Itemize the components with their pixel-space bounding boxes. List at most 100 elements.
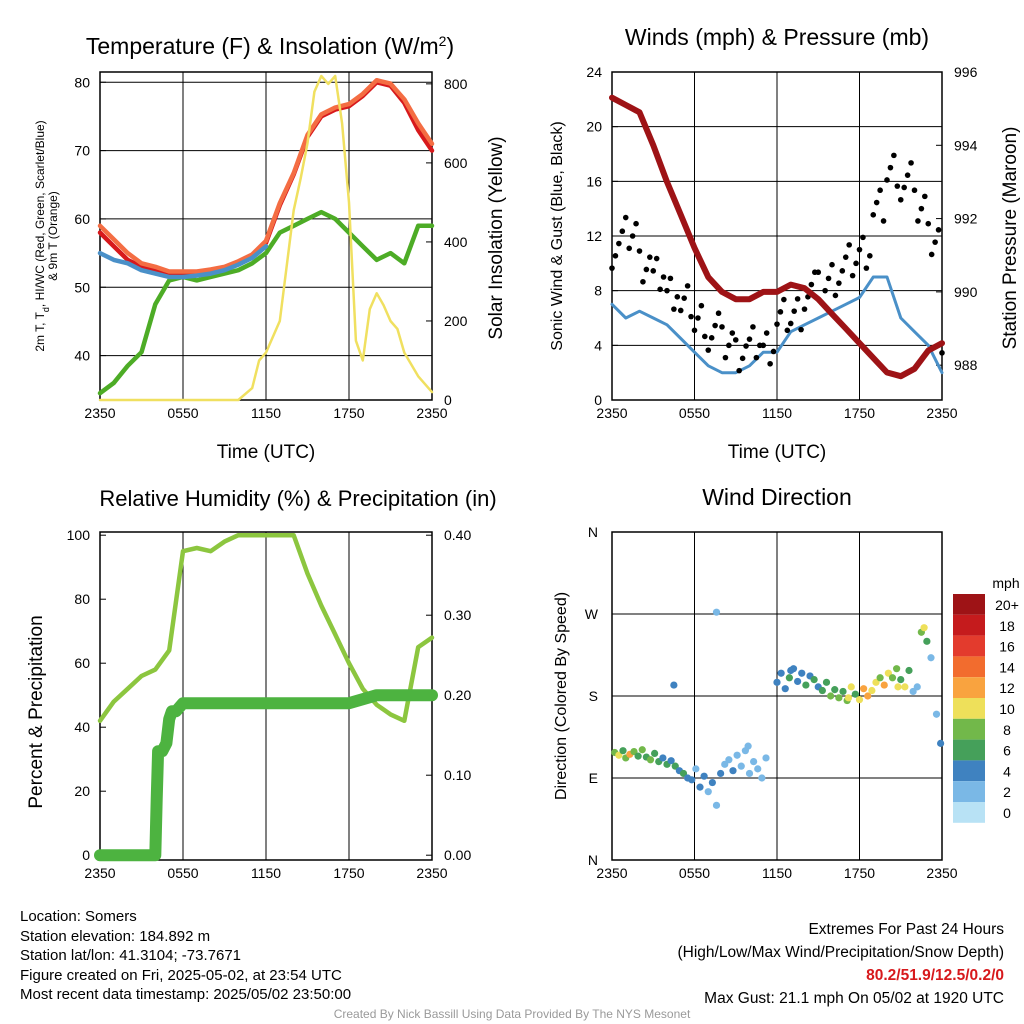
gust-point — [839, 268, 846, 274]
y2-tick-label: 0.00 — [444, 847, 471, 863]
colorbar-swatch — [953, 718, 985, 740]
station-info: Location: Somers Station elevation: 184.… — [20, 907, 351, 1005]
gust-point — [918, 205, 925, 212]
y-tick-label: 0 — [594, 392, 602, 408]
gust-point — [677, 307, 684, 314]
direction-point — [794, 677, 802, 686]
direction-point — [937, 739, 945, 747]
direction-point — [855, 696, 864, 704]
chart-title: Temperature (F) & Insolation (W/m2) — [86, 33, 454, 59]
colorbar-swatch — [953, 802, 985, 823]
y2-tick-label: 400 — [444, 234, 468, 250]
direction-point — [659, 754, 667, 762]
direction-point — [729, 767, 737, 775]
direction-point — [785, 674, 793, 682]
series-line — [610, 275, 944, 375]
gust-point — [908, 160, 914, 166]
gust-point — [746, 336, 753, 342]
wind-panel: Winds (mph) & Pressure (mb) 0 4 8 12 16 20 24 98… — [549, 24, 1021, 463]
gust-point — [715, 310, 722, 317]
gust-point — [801, 306, 808, 312]
x-tick-label: 2350 — [416, 865, 447, 881]
gust-point — [770, 348, 777, 355]
x-tick-label: 2350 — [596, 865, 627, 881]
y2-tick-label: 994 — [954, 137, 978, 153]
y-axis-label: Direction (Colored By Speed) — [553, 592, 570, 800]
x-tick-label: 0550 — [167, 405, 198, 421]
y-tick-label: 70 — [74, 143, 90, 159]
x-tick-label: 2350 — [596, 405, 627, 421]
direction-point — [704, 788, 712, 796]
direction-point — [818, 686, 826, 695]
x-tick-label: 0550 — [679, 865, 710, 881]
plot-frame — [611, 71, 943, 401]
direction-point — [696, 783, 704, 791]
gust-point — [832, 292, 839, 299]
direction-point — [860, 685, 868, 693]
direction-point — [872, 678, 880, 686]
gust-point — [695, 315, 701, 321]
direction-point — [787, 666, 795, 675]
y-tick-label: 20 — [586, 119, 602, 135]
chart-title: Wind Direction — [702, 484, 852, 510]
y-tick-label: 60 — [74, 211, 90, 227]
series-line — [97, 244, 269, 280]
max-gust: Max Gust: 21.1 mph On 05/02 at 1920 UTC — [704, 990, 1004, 1007]
direction-point — [725, 756, 733, 764]
series-line — [97, 209, 435, 396]
gust-point — [705, 347, 712, 353]
direction-point — [831, 686, 839, 694]
gust-point — [671, 306, 677, 312]
direction-point — [835, 694, 843, 702]
x-tick-label: 1150 — [762, 405, 792, 421]
title-superscript: 2 — [439, 33, 447, 49]
x-tick-label: 1750 — [844, 405, 875, 421]
y-tick-label: 80 — [74, 74, 90, 90]
recent-timestamp: Most recent data timestamp: 2025/05/02 2… — [20, 986, 352, 1004]
direction-point — [671, 762, 679, 770]
gust-point — [729, 330, 736, 336]
gust-point — [629, 233, 636, 239]
gust-point — [904, 172, 911, 178]
colorbar-label: 14 — [999, 659, 1015, 675]
y-tick-label: 100 — [67, 527, 91, 543]
station-location: Location: Somers — [20, 908, 137, 925]
direction-point — [646, 756, 655, 764]
direction-point — [927, 654, 935, 662]
x-tick-label: 1750 — [333, 405, 364, 421]
gust-point — [856, 246, 863, 253]
y2-tick-label: 988 — [954, 357, 978, 373]
y2-tick-label: 0.30 — [444, 607, 471, 623]
gust-point — [849, 272, 856, 279]
gust-point — [750, 324, 756, 330]
gust-point — [616, 240, 622, 247]
direction-point — [773, 678, 781, 686]
gust-point — [657, 286, 663, 293]
gust-point — [915, 218, 921, 224]
x-tick-label: 0550 — [679, 405, 710, 421]
series-line — [97, 77, 435, 274]
gust-point — [935, 227, 942, 233]
x-tick-label: 1750 — [844, 865, 875, 881]
gust-point — [860, 234, 866, 241]
x-tick-label: 2350 — [416, 405, 447, 421]
y2-tick-label: 0.10 — [444, 767, 471, 783]
station-latlon: Station lat/lon: 41.3104; -73.7671 — [20, 947, 242, 965]
gust-point — [777, 309, 784, 315]
chart-title: Winds (mph) & Pressure (mb) — [625, 24, 929, 50]
colorbar-label: 16 — [999, 639, 1015, 655]
direction-point — [762, 754, 770, 762]
direction-point — [893, 665, 901, 673]
extremes-subtitle: (High/Low/Max Wind/Precipitation/Snow De… — [677, 944, 1005, 961]
gust-point — [853, 260, 859, 267]
gust-point — [815, 269, 822, 276]
y-tick-label: 20 — [74, 783, 90, 799]
gust-point — [911, 187, 918, 194]
gust-point — [732, 337, 739, 343]
direction-point — [876, 674, 884, 682]
gust-point — [760, 342, 767, 349]
direction-point — [670, 681, 678, 689]
direction-point — [721, 760, 729, 768]
x-tick-label: 2350 — [926, 405, 957, 421]
x-tick-label: 0550 — [167, 865, 198, 881]
